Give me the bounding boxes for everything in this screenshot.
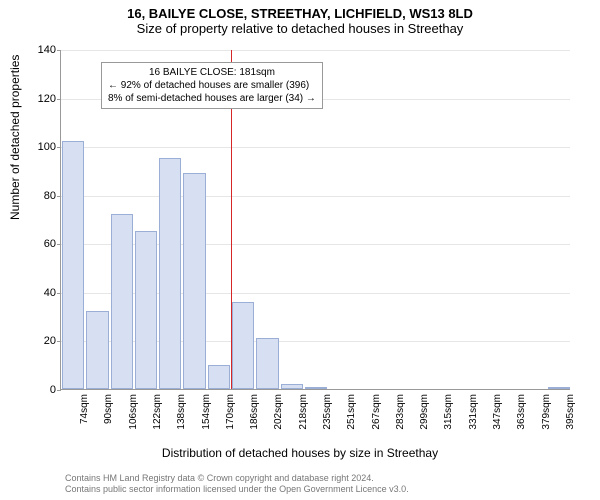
ytick-mark	[57, 341, 61, 342]
annotation-box: 16 BAILYE CLOSE: 181sqm← 92% of detached…	[101, 62, 323, 109]
xtick-label: 90sqm	[103, 394, 114, 444]
xtick-label: 235sqm	[322, 394, 333, 444]
xtick-label: 74sqm	[79, 394, 90, 444]
plot-area: 74sqm90sqm106sqm122sqm138sqm154sqm170sqm…	[60, 50, 570, 390]
xtick-label: 138sqm	[176, 394, 187, 444]
histogram-bar	[159, 158, 181, 389]
xtick-label: 331sqm	[468, 394, 479, 444]
ytick-label: 60	[26, 238, 56, 250]
gridline	[61, 147, 570, 148]
histogram-bar	[305, 387, 327, 389]
ytick-mark	[57, 196, 61, 197]
ytick-mark	[57, 293, 61, 294]
annotation-line: 8% of semi-detached houses are larger (3…	[108, 92, 316, 105]
ytick-mark	[57, 99, 61, 100]
y-axis-label: Number of detached properties	[8, 55, 22, 220]
xtick-label: 283sqm	[395, 394, 406, 444]
ytick-label: 140	[26, 44, 56, 56]
histogram-bar	[548, 387, 570, 389]
histogram-chart: 74sqm90sqm106sqm122sqm138sqm154sqm170sqm…	[60, 50, 570, 390]
attribution-text: Contains HM Land Registry data © Crown c…	[65, 473, 409, 496]
histogram-bar	[111, 214, 133, 389]
xtick-label: 202sqm	[273, 394, 284, 444]
ytick-mark	[57, 147, 61, 148]
histogram-bar	[86, 311, 108, 389]
ytick-label: 40	[26, 287, 56, 299]
ytick-mark	[57, 50, 61, 51]
histogram-bar	[256, 338, 278, 389]
ytick-label: 20	[26, 335, 56, 347]
xtick-label: 363sqm	[516, 394, 527, 444]
annotation-line: ← 92% of detached houses are smaller (39…	[108, 79, 316, 92]
xtick-label: 154sqm	[201, 394, 212, 444]
ytick-label: 80	[26, 190, 56, 202]
x-axis-label: Distribution of detached houses by size …	[0, 446, 600, 460]
xtick-label: 347sqm	[492, 394, 503, 444]
histogram-bar	[183, 173, 205, 389]
histogram-bar	[232, 302, 254, 389]
page-title: 16, BAILYE CLOSE, STREETHAY, LICHFIELD, …	[0, 0, 600, 21]
xtick-label: 106sqm	[128, 394, 139, 444]
histogram-bar	[62, 141, 84, 389]
ytick-label: 120	[26, 93, 56, 105]
histogram-bar	[208, 365, 230, 389]
xtick-label: 379sqm	[541, 394, 552, 444]
xtick-label: 218sqm	[298, 394, 309, 444]
ytick-label: 0	[26, 384, 56, 396]
xtick-label: 395sqm	[565, 394, 576, 444]
annotation-line: 16 BAILYE CLOSE: 181sqm	[108, 66, 316, 79]
histogram-bar	[135, 231, 157, 389]
attribution-line: Contains HM Land Registry data © Crown c…	[65, 473, 409, 485]
ytick-label: 100	[26, 141, 56, 153]
histogram-bar	[281, 384, 303, 389]
xtick-label: 299sqm	[419, 394, 430, 444]
attribution-line: Contains public sector information licen…	[65, 484, 409, 496]
xtick-label: 251sqm	[346, 394, 357, 444]
gridline	[61, 196, 570, 197]
xtick-label: 170sqm	[225, 394, 236, 444]
page-subtitle: Size of property relative to detached ho…	[0, 21, 600, 36]
xtick-label: 315sqm	[443, 394, 454, 444]
xtick-label: 122sqm	[152, 394, 163, 444]
gridline	[61, 50, 570, 51]
xtick-label: 267sqm	[371, 394, 382, 444]
xtick-label: 186sqm	[249, 394, 260, 444]
ytick-mark	[57, 390, 61, 391]
ytick-mark	[57, 244, 61, 245]
